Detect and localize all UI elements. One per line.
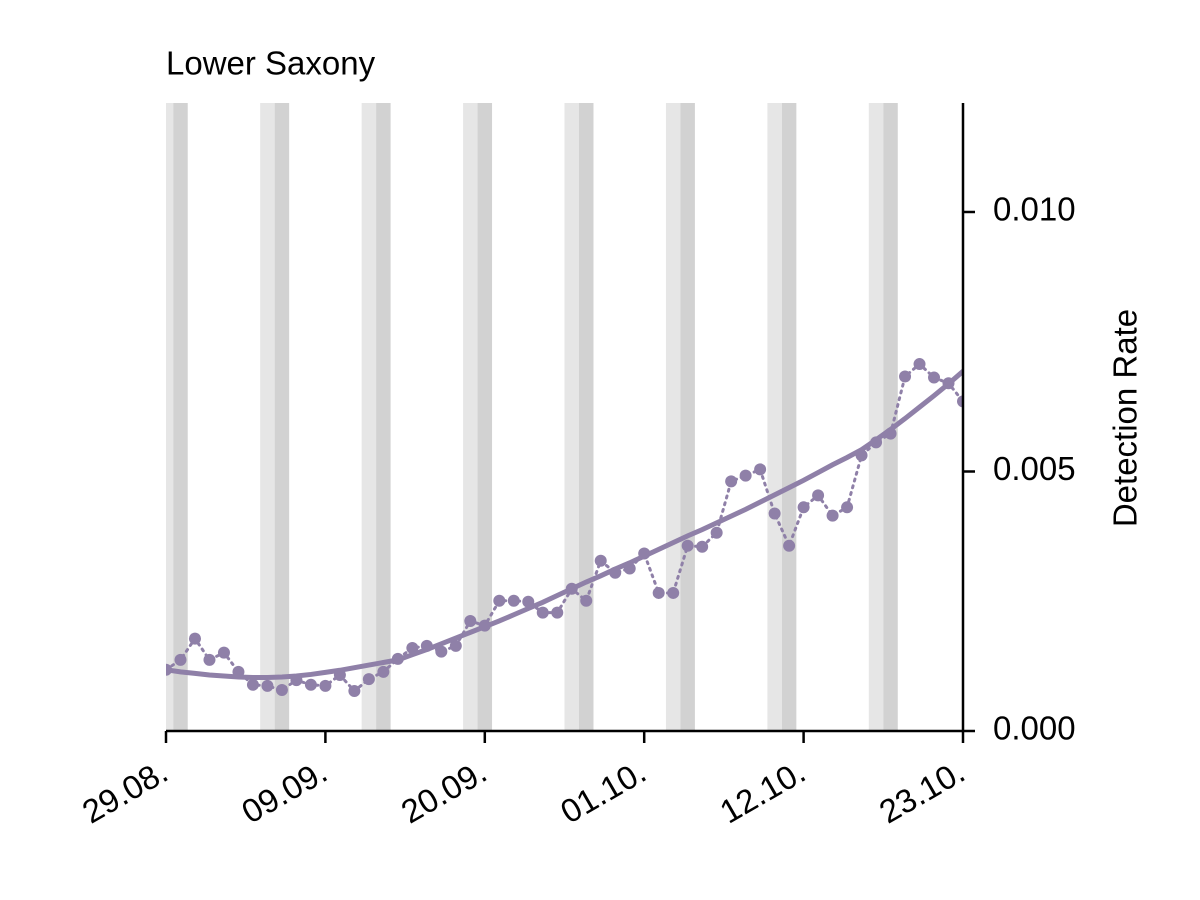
band-light [463, 103, 478, 731]
x-tick-label: 29.08. [76, 753, 174, 831]
data-point [797, 501, 810, 514]
band-dark [781, 103, 797, 731]
data-point [739, 469, 752, 482]
data-point [957, 395, 963, 408]
data-point [580, 594, 593, 607]
data-point [536, 606, 549, 619]
band-light [166, 103, 174, 731]
band-dark [274, 103, 290, 731]
band-light [767, 103, 782, 731]
data-point [348, 685, 361, 698]
data-point [841, 501, 854, 514]
data-point [377, 665, 390, 678]
band-light [665, 103, 681, 731]
weekend-bands [166, 103, 984, 731]
data-point [362, 673, 375, 686]
data-point [188, 632, 201, 645]
band-dark [883, 103, 898, 731]
data-point [406, 641, 419, 654]
band-dark [680, 103, 695, 731]
y-axis-label: Detection Rate [1107, 309, 1144, 527]
data-point [246, 678, 259, 691]
y-tick-label: 0.000 [993, 710, 1076, 747]
band-dark [173, 103, 188, 731]
band-light [564, 103, 579, 731]
data-point [652, 586, 665, 599]
x-tick-label: 01.10. [554, 753, 652, 831]
data-point [913, 358, 926, 371]
data-point [203, 653, 216, 666]
data-point [261, 679, 274, 692]
data-point [217, 646, 230, 659]
data-point [725, 475, 738, 488]
data-point [493, 594, 506, 607]
data-point [826, 509, 839, 522]
data-point [681, 539, 694, 552]
data-point [812, 489, 825, 502]
data-point [768, 507, 781, 520]
band-dark [477, 103, 493, 731]
band-light [970, 103, 984, 731]
data-point [551, 606, 564, 619]
chart-title: Lower Saxony [166, 45, 376, 82]
band-dark [376, 103, 391, 731]
band-light [260, 103, 275, 731]
data-point [754, 463, 767, 476]
data-point [928, 371, 941, 384]
data-point [667, 586, 680, 599]
y-tick-label: 0.010 [993, 191, 1076, 228]
data-point [435, 645, 448, 658]
data-point [275, 683, 288, 696]
band-light [868, 103, 884, 731]
data-point [449, 639, 462, 652]
data-point [507, 594, 520, 607]
data-point [174, 653, 187, 666]
data-point [710, 526, 723, 539]
trend-line [166, 368, 963, 681]
x-tick-label: 23.10. [873, 753, 971, 831]
data-point [464, 614, 477, 627]
plot-area [166, 358, 963, 698]
x-tick-label: 12.10. [714, 753, 812, 831]
data-point [594, 554, 607, 567]
data-point [899, 370, 912, 383]
data-point [696, 540, 709, 553]
y-tick-label: 0.005 [993, 450, 1076, 487]
data-point [304, 678, 317, 691]
data-point [319, 679, 332, 692]
data-point [783, 539, 796, 552]
x-tick-label: 09.09. [235, 753, 333, 831]
band-dark [578, 103, 594, 731]
x-tick-label: 20.09. [395, 753, 493, 831]
band-light [361, 103, 377, 731]
